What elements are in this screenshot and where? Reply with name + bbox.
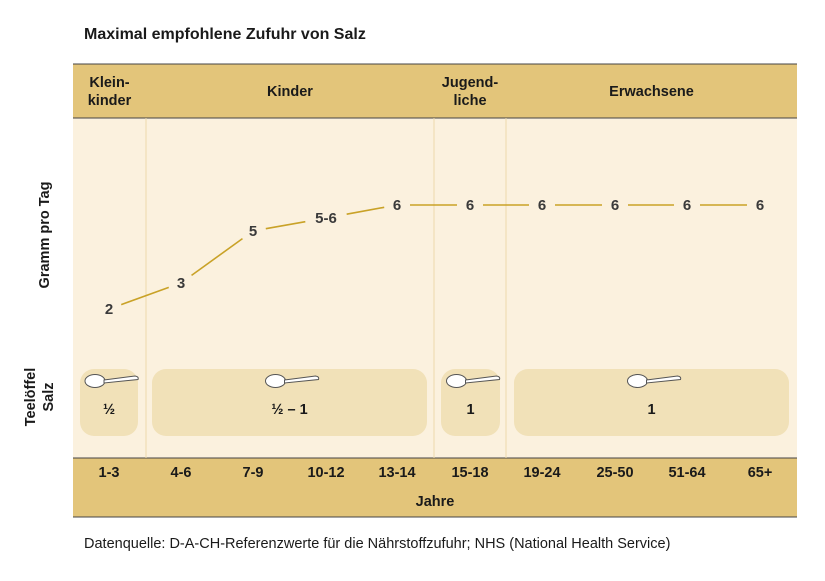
teaspoon-amount-label: 1 <box>466 402 474 418</box>
teaspoon-amount-label: ½ <box>103 402 115 418</box>
data-point-label: 6 <box>466 197 474 214</box>
data-point-label: 6 <box>393 197 401 214</box>
age-group-label: Erwachsene <box>609 84 694 100</box>
data-point-label: 5-6 <box>315 210 337 227</box>
chart-title: Maximal empfohlene Zufuhr von Salz <box>84 26 366 43</box>
teaspoon-box <box>152 369 427 436</box>
data-point-label: 6 <box>683 197 691 214</box>
teaspoon-box <box>514 369 789 436</box>
age-tick-label: 51-64 <box>668 465 705 481</box>
age-group-label: Kinder <box>267 84 313 100</box>
data-point-label: 5 <box>249 223 257 240</box>
series-line-segment <box>120 286 170 306</box>
teaspoon-icon <box>265 374 320 388</box>
teaspoon-axis-title-line2: Salz <box>41 382 57 411</box>
age-tick-label: 65+ <box>748 465 773 481</box>
age-tick-label: 7-9 <box>243 465 264 481</box>
y-axis-title: Gramm pro Tag <box>37 182 53 289</box>
age-tick-label: 10-12 <box>307 465 344 481</box>
teaspoon-amount-label: 1 <box>647 402 655 418</box>
data-point-label: 6 <box>756 197 764 214</box>
age-tick-label: 1-3 <box>99 465 120 481</box>
series-line-segment <box>191 237 243 277</box>
teaspoon-amount-label: ½ – 1 <box>271 402 307 418</box>
age-tick-label: 13-14 <box>378 465 415 481</box>
teaspoon-icon <box>627 374 682 388</box>
series-line-segment <box>265 220 306 230</box>
data-point-label: 3 <box>177 275 185 292</box>
data-point-label: 6 <box>611 197 619 214</box>
data-point-label: 6 <box>538 197 546 214</box>
x-axis-title: Jahre <box>416 494 455 510</box>
age-tick-label: 4-6 <box>171 465 192 481</box>
data-source-note: Datenquelle: D-A-CH-Referenzwerte für di… <box>84 536 671 552</box>
age-axis-band <box>73 458 797 517</box>
data-point-label: 2 <box>105 301 113 318</box>
age-group-label: liche <box>453 93 486 109</box>
age-group-label: Klein- <box>89 75 129 91</box>
age-tick-label: 15-18 <box>451 465 488 481</box>
teaspoon-axis-title-line1: Teelöffel <box>23 368 39 427</box>
age-group-header-band <box>73 64 797 118</box>
age-tick-label: 25-50 <box>596 465 633 481</box>
age-group-label: kinder <box>88 93 132 109</box>
age-tick-label: 19-24 <box>523 465 560 481</box>
series-line-segment <box>346 206 385 216</box>
age-group-label: Jugend- <box>442 75 499 91</box>
teaspoon-icon <box>446 374 501 388</box>
teaspoon-icon <box>84 374 139 388</box>
